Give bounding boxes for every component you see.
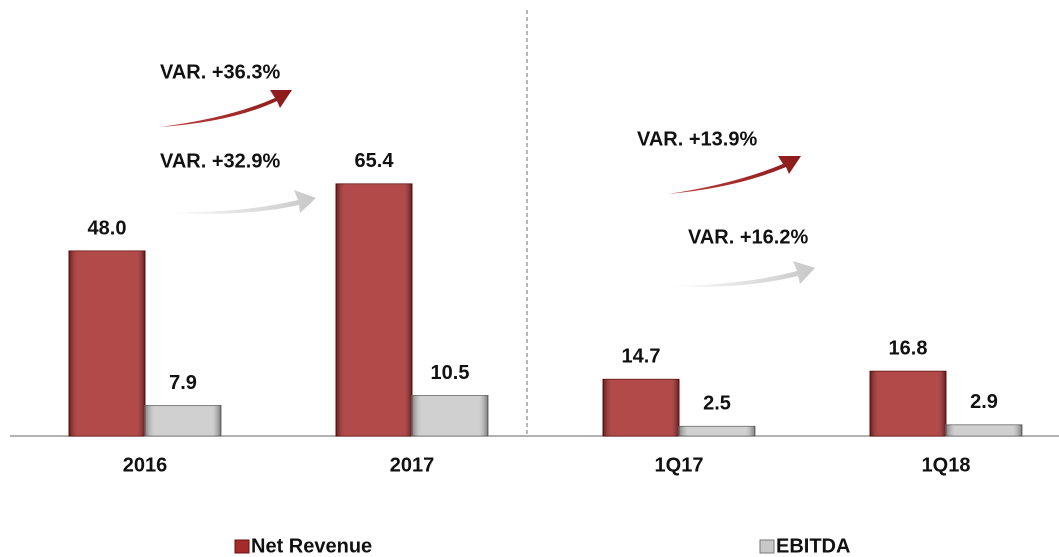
x-tick-label: 2017 — [390, 454, 435, 476]
bar-shade — [69, 250, 145, 436]
arrow — [668, 156, 801, 194]
legend-label: EBITDA — [776, 535, 850, 557]
x-tick-label: 1Q17 — [655, 454, 704, 476]
bar-shade — [145, 405, 221, 436]
x-tick-label: 2016 — [123, 454, 168, 476]
arrow — [160, 190, 316, 214]
bar-shade — [336, 183, 412, 436]
value-label: 2.5 — [703, 393, 731, 415]
value-label: 65.4 — [355, 150, 395, 172]
value-label: 2.9 — [970, 391, 998, 413]
value-label: 7.9 — [169, 372, 197, 394]
annotation: VAR. +16.2% — [688, 226, 808, 248]
annotation: VAR. +32.9% — [160, 150, 280, 172]
value-label: 48.0 — [88, 217, 127, 239]
annotation: VAR. +36.3% — [160, 61, 280, 83]
x-tick-label: 1Q18 — [922, 454, 971, 476]
bar-shade — [870, 371, 946, 436]
legend-label: Net Revenue — [251, 535, 372, 557]
annotation: VAR. +13.9% — [637, 128, 757, 150]
arrow — [664, 261, 815, 287]
value-label: 10.5 — [431, 362, 470, 384]
value-label: 16.8 — [889, 338, 928, 360]
legend-swatch — [759, 539, 775, 554]
bar-shade — [412, 395, 488, 436]
legend-swatch — [234, 539, 250, 554]
bar-shade — [603, 379, 679, 436]
bar-shade — [946, 424, 1022, 436]
value-label: 14.7 — [622, 346, 661, 368]
arrow — [160, 90, 292, 127]
bar-shade — [679, 426, 755, 436]
